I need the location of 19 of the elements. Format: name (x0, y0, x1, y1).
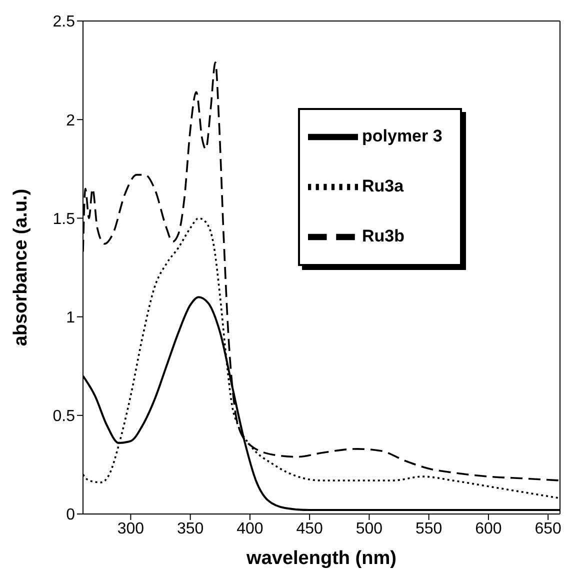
legend-label: polymer 3 (362, 126, 442, 146)
x-tick-label: 600 (475, 520, 502, 538)
x-tick-label: 650 (534, 520, 562, 538)
legend-label: Ru3a (362, 176, 404, 196)
x-tick-label: 350 (176, 520, 204, 538)
x-tick-label: 300 (117, 520, 144, 538)
x-tick-label: 400 (236, 520, 264, 538)
y-tick-label: 2.5 (52, 14, 76, 31)
x-axis-title: wavelength (nm) (246, 548, 396, 569)
y-tick-label: 0 (66, 506, 76, 524)
x-tick-label: 500 (356, 520, 383, 538)
legend-label: Ru3b (362, 226, 404, 246)
y-tick-label: 1.5 (52, 210, 76, 228)
y-axis-title: absorbance (a.u.) (10, 188, 32, 346)
y-tick-label: 2 (66, 112, 76, 130)
x-tick-label: 450 (296, 520, 324, 538)
y-tick-label: 1 (66, 309, 76, 326)
y-tick-label: 0.5 (52, 408, 76, 426)
x-tick-label: 550 (415, 520, 442, 538)
